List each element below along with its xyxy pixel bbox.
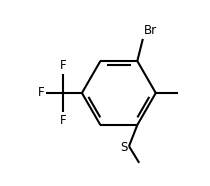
Text: F: F — [60, 114, 67, 127]
Text: F: F — [60, 59, 67, 72]
Text: F: F — [37, 86, 44, 100]
Text: Br: Br — [144, 24, 157, 37]
Text: S: S — [121, 141, 128, 154]
